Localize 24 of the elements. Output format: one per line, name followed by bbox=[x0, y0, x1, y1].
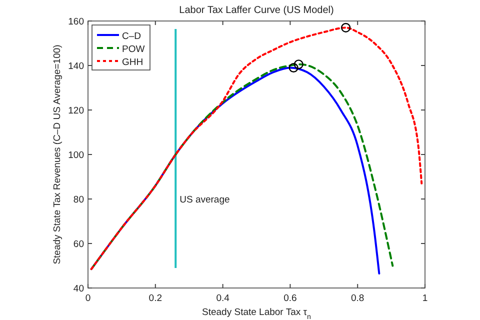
x-axis-title: Steady State Labor Tax τ$_{n}$ bbox=[202, 307, 312, 320]
y-tick-label: 160 bbox=[68, 16, 84, 28]
x-tick-label: 0 bbox=[85, 293, 91, 304]
x-tick-label: 0.8 bbox=[350, 293, 364, 304]
point bbox=[288, 62, 298, 72]
y-tick-label: 140 bbox=[68, 61, 84, 72]
legend-label: POW bbox=[122, 44, 145, 55]
legend-label: C–D bbox=[122, 31, 142, 42]
y-axis-title: Steady State Tax Revenues (C–D US Average=100) bbox=[52, 44, 63, 264]
y-tick-label: 40 bbox=[73, 284, 84, 294]
y-tick-label: 120 bbox=[68, 106, 84, 116]
x-tick-label: 1 bbox=[422, 293, 428, 304]
line-series bbox=[90, 26, 423, 270]
x-tick-label: 0.4 bbox=[216, 293, 230, 304]
y-tick-label: 100 bbox=[68, 150, 84, 161]
legend-label: GHH bbox=[122, 57, 144, 68]
x-tick-label: 0.6 bbox=[284, 293, 297, 304]
y-tick-label: 80 bbox=[73, 194, 84, 206]
point bbox=[294, 60, 304, 70]
ref-line-label: US average bbox=[180, 194, 230, 206]
chart-title: Labor Tax Laffer Curve (US Model) bbox=[179, 5, 334, 16]
y-tick-label: 60 bbox=[73, 239, 84, 250]
point bbox=[341, 22, 351, 32]
x-tick-label: 0.2 bbox=[148, 293, 162, 304]
